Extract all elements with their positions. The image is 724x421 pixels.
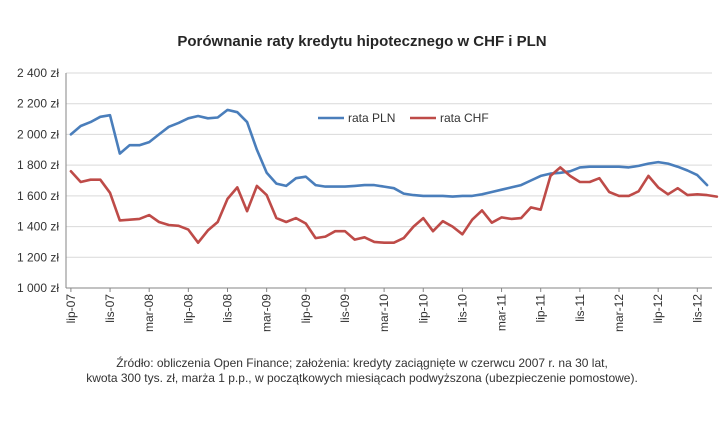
x-tick-label: lis-09 <box>338 294 352 323</box>
x-tick-label: lip-10 <box>416 294 430 324</box>
x-tick-label: lis-11 <box>573 294 587 322</box>
x-tick-label: mar-10 <box>377 294 391 332</box>
x-tick-label: lis-10 <box>455 294 469 323</box>
series-line-chf <box>69 166 719 244</box>
chart-title: Porównanie raty kredytu hipotecznego w C… <box>177 33 546 50</box>
y-tick-label: 1 400 zł <box>17 220 59 234</box>
x-tick-label: lip-11 <box>534 294 548 323</box>
source-note-line-1: Źródło: obliczenia Open Finance; założen… <box>116 356 608 370</box>
x-tick-label: lip-07 <box>64 294 78 324</box>
y-tick-label: 2 400 zł <box>17 66 59 80</box>
source-note: Źródło: obliczenia Open Finance; założen… <box>0 356 724 386</box>
legend-label: rata CHF <box>440 111 489 125</box>
series-layer <box>69 108 719 244</box>
y-tick-label: 2 200 zł <box>17 97 59 111</box>
legend-label: rata PLN <box>348 111 395 125</box>
x-tick-label: lip-09 <box>299 294 313 324</box>
x-tick-label: lip-12 <box>651 294 665 324</box>
x-tick-label: mar-11 <box>495 294 509 331</box>
x-tick-label: lip-08 <box>181 294 195 324</box>
gridlines <box>66 72 712 258</box>
x-tick-label: mar-09 <box>260 294 274 332</box>
x-tick-label: lis-08 <box>221 294 235 323</box>
y-tick-label: 1 800 zł <box>17 158 59 172</box>
axes: 1 000 zł 1 200 zł 1 400 zł 1 600 zł 1 800 zł… <box>17 66 712 332</box>
y-tick-label: 1 000 zł <box>17 281 59 295</box>
x-tick-label: lis-07 <box>103 294 117 323</box>
legend: rata PLN rata CHF <box>318 111 489 125</box>
x-tick-label: lis-12 <box>690 294 704 323</box>
source-note-line-2: kwota 300 tys. zł, marża 1 p.p., w począ… <box>86 371 638 385</box>
y-tick-label: 1 600 zł <box>17 189 59 203</box>
series-line-pln <box>69 108 709 198</box>
x-tick-label: mar-12 <box>612 294 626 332</box>
x-tick-label: mar-08 <box>142 294 156 332</box>
y-tick-label: 1 200 zł <box>17 250 59 264</box>
y-tick-label: 2 000 zł <box>17 127 59 141</box>
